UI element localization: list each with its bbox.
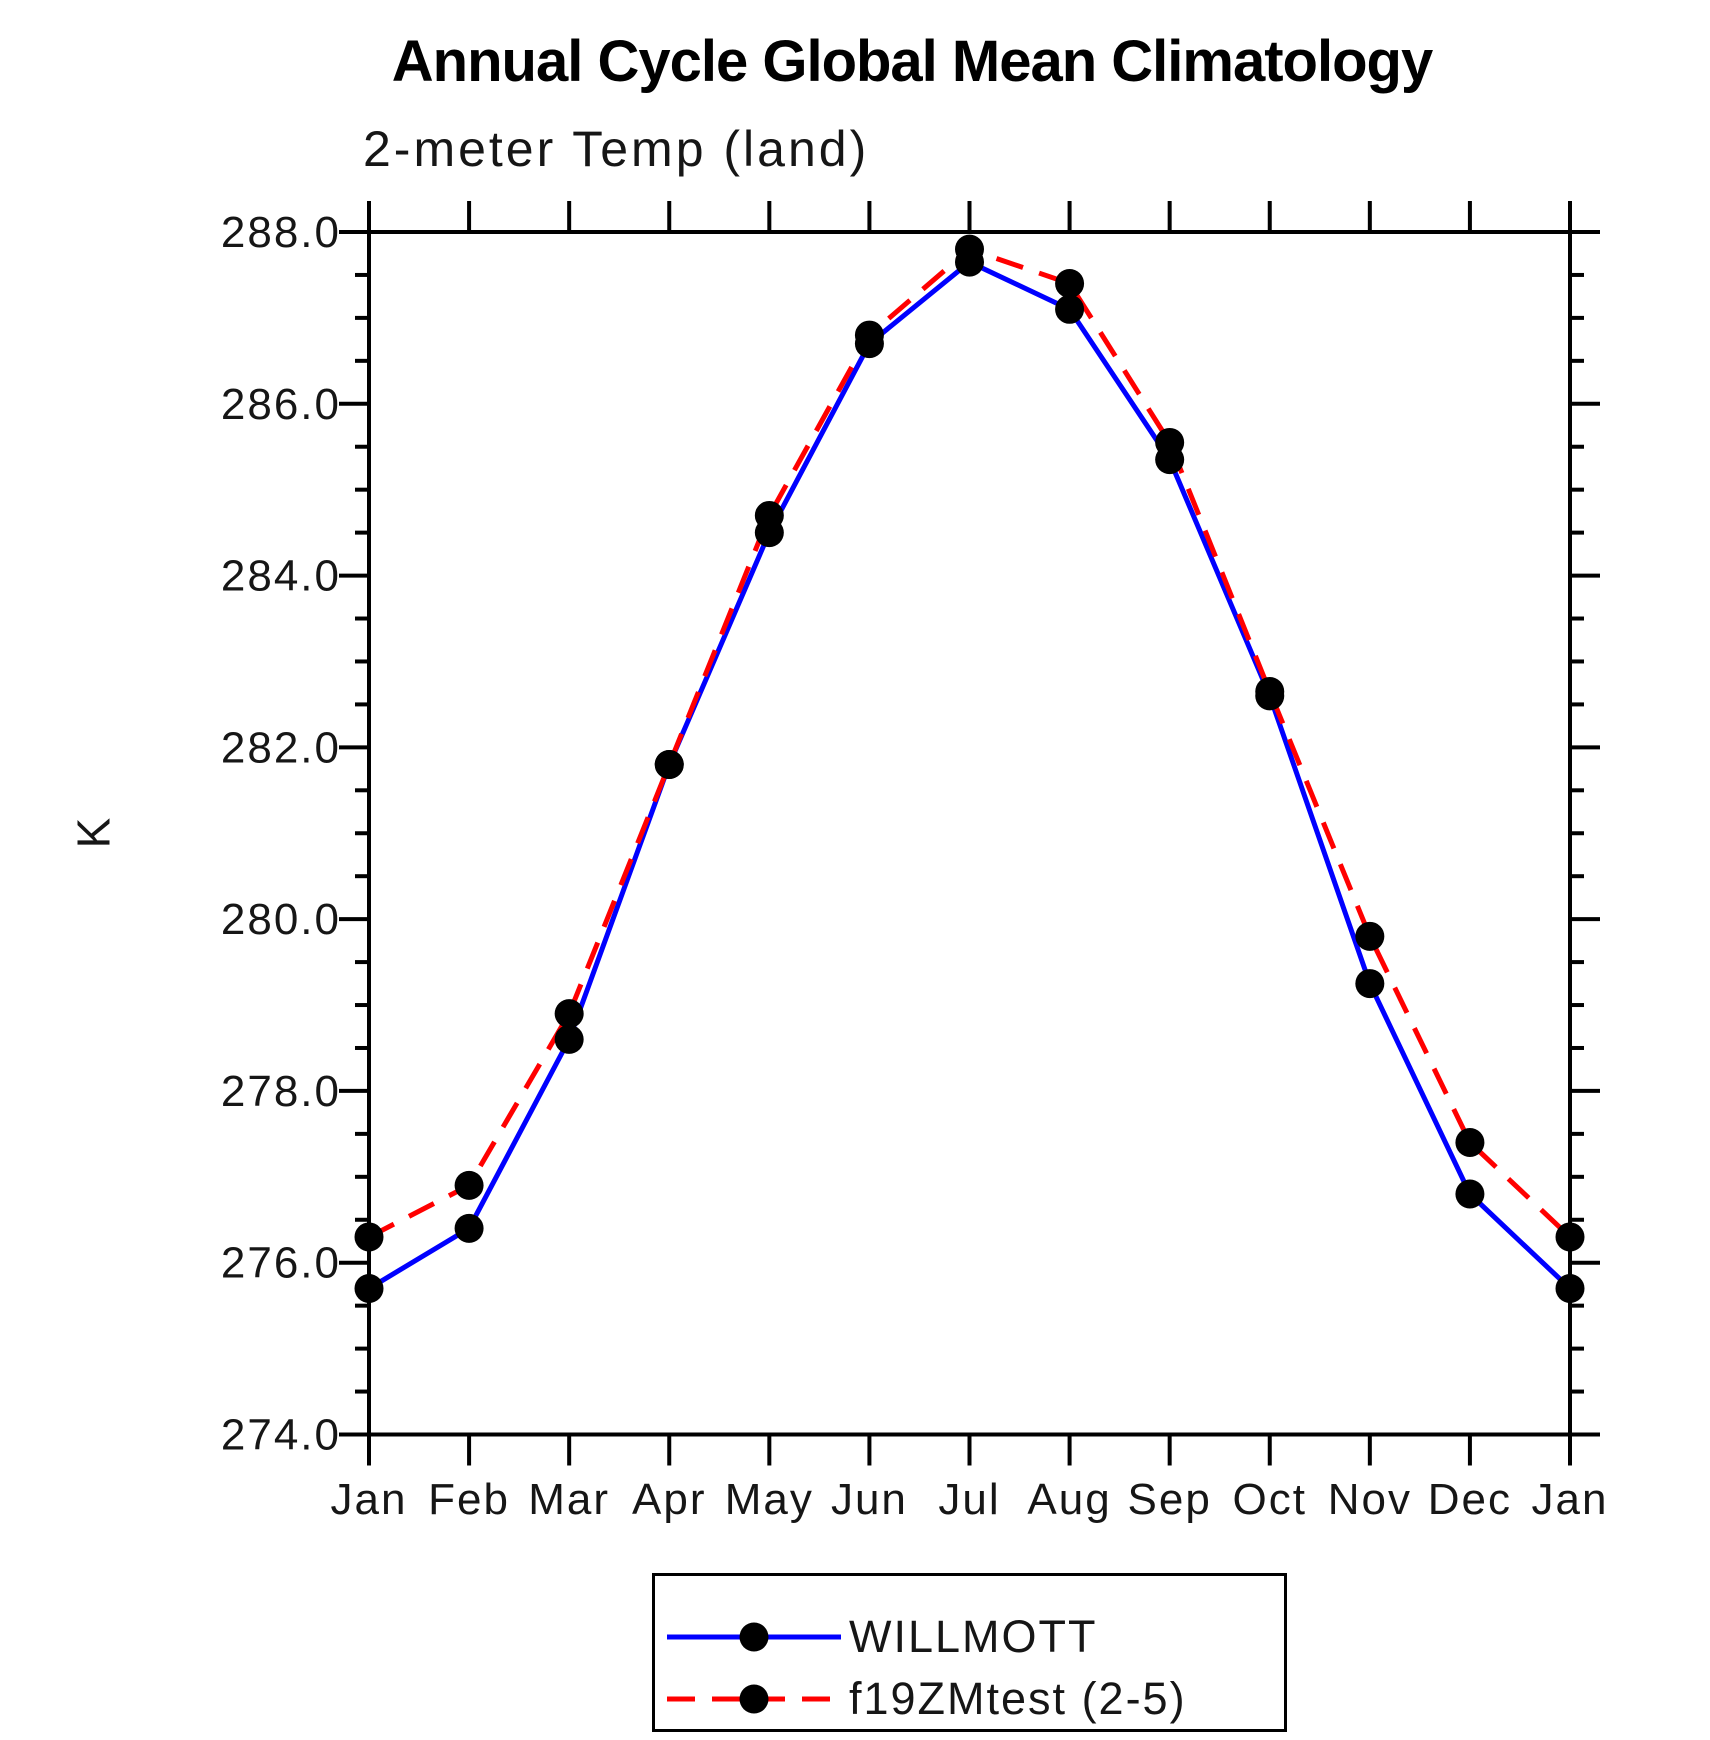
x-axis-tick-label: Nov (1328, 1475, 1412, 1524)
data-point-marker (354, 1273, 384, 1303)
data-point-marker (1355, 921, 1385, 951)
x-axis-tick-label: Dec (1428, 1475, 1512, 1524)
x-axis-tick-label: Feb (428, 1475, 510, 1524)
x-axis-tick-label: Oct (1233, 1475, 1307, 1524)
data-point-marker (955, 234, 984, 264)
legend-sample-dashed-line (667, 1684, 841, 1714)
legend-box: WILLMOTT f19ZMtest (2-5) (652, 1573, 1287, 1732)
y-axis-tick-label: 278.0 (221, 1067, 341, 1116)
data-point-marker (1255, 677, 1285, 707)
legend-marker-dot (739, 1684, 769, 1714)
data-point-marker (1055, 269, 1085, 299)
y-axis-tick-label: 284.0 (221, 552, 341, 601)
data-point-marker (1155, 427, 1185, 457)
chart-title: Annual Cycle Global Mean Climatology (391, 29, 1433, 94)
legend-entry-f19zmtest: f19ZMtest (2-5) (663, 1673, 1187, 1724)
x-axis-tick-label: Aug (1027, 1475, 1111, 1524)
data-point-marker (1555, 1222, 1585, 1252)
data-point-marker (1455, 1127, 1485, 1157)
x-axis-tick-label: Sep (1128, 1475, 1212, 1524)
x-axis-tick-label: Jun (831, 1475, 908, 1524)
x-axis-tick-label: Mar (528, 1475, 610, 1524)
x-axis-tick-label: Jan (1532, 1475, 1609, 1524)
legend-marker-dot (739, 1622, 769, 1652)
legend-label-f19zmtest: f19ZMtest (2-5) (849, 1673, 1187, 1724)
data-point-marker (554, 1024, 584, 1054)
y-axis-tick-label: 288.0 (221, 208, 341, 257)
x-axis-tick-label: Jul (938, 1475, 1000, 1524)
y-axis-tick-label: 282.0 (221, 723, 341, 772)
data-point-marker (454, 1170, 484, 1200)
y-axis-tick-label: 280.0 (221, 895, 341, 944)
data-point-marker (454, 1213, 484, 1243)
data-point-marker (854, 320, 884, 350)
series-line-f19zmtest-2-5- (367, 246, 1572, 1240)
data-point-marker (1355, 969, 1385, 999)
data-point-marker (1055, 294, 1085, 324)
x-axis-tick-label: May (725, 1475, 814, 1524)
legend-sample-solid-line (667, 1622, 841, 1652)
series-line-willmott (367, 259, 1572, 1291)
data-point-marker (1555, 1273, 1585, 1303)
data-point-marker (354, 1222, 384, 1252)
axes-frame (367, 230, 1572, 1437)
data-point-marker (554, 999, 584, 1029)
y-axis-tick-label: 274.0 (221, 1411, 341, 1460)
y-axis-tick-label: 276.0 (221, 1239, 341, 1288)
y-axis-tick-label: 286.0 (221, 380, 341, 429)
data-point-marker (1455, 1179, 1485, 1209)
data-point-marker (754, 500, 784, 530)
x-axis-tick-label: Jan (331, 1475, 408, 1524)
data-point-marker (654, 750, 684, 780)
legend-label-willmott: WILLMOTT (849, 1611, 1098, 1662)
chart-subtitle: 2-meter Temp (land) (363, 121, 870, 177)
legend-entry-willmott: WILLMOTT (663, 1611, 1098, 1662)
x-axis-tick-label: Apr (632, 1475, 706, 1524)
